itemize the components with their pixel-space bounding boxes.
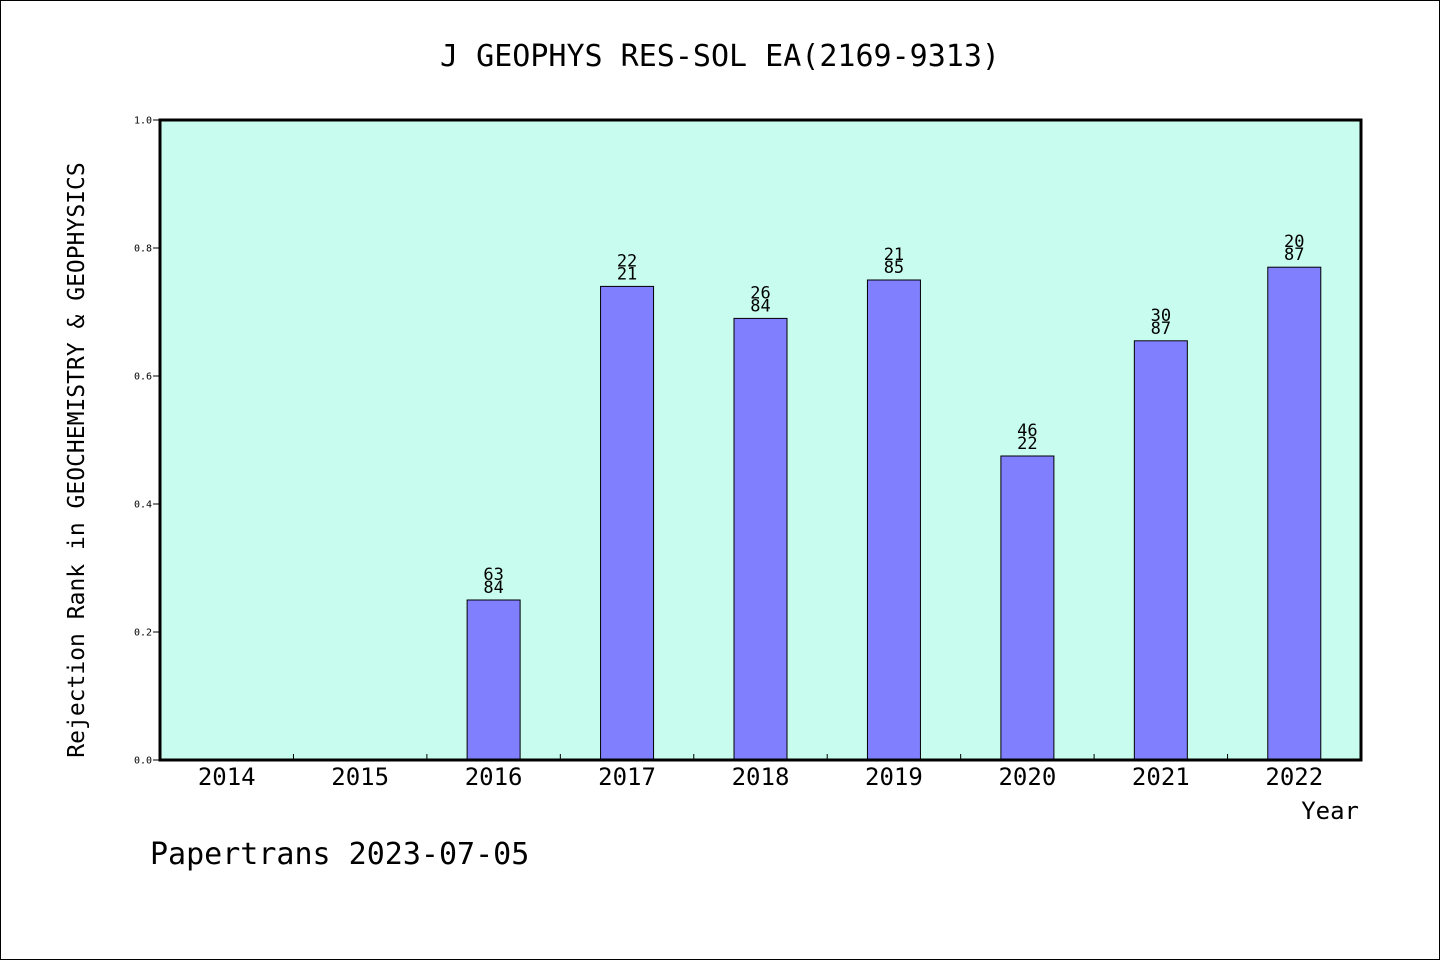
- x-tick-label-2015: 2015: [331, 763, 389, 791]
- data-label-top-2022: 20: [1284, 232, 1304, 252]
- x-tick-label-2020: 2020: [998, 763, 1056, 791]
- x-axis-label: Year: [1301, 797, 1359, 825]
- y-tick-label-4: 0.8: [134, 244, 152, 255]
- bar-2017: [600, 285, 655, 761]
- y-axis: 0.0 0.2 0.4 0.6 0.8 1.0: [134, 116, 160, 767]
- data-label-bottom-2017: 21: [617, 264, 637, 284]
- y-tick-label-3: 0.6: [134, 372, 152, 383]
- data-label-bottom-2022: 87: [1284, 245, 1304, 265]
- y-tick-label-2: 0.4: [134, 500, 152, 511]
- bar-2016: [466, 599, 521, 761]
- data-label-top-2018: 26: [750, 283, 770, 303]
- x-tick-label-2021: 2021: [1132, 763, 1190, 791]
- bar-2022: [1267, 266, 1322, 761]
- bar-2019: [866, 279, 921, 761]
- data-label-top-2020: 46: [1017, 421, 1037, 441]
- x-axis: 2014 2015 2016 2017 2018 2019 2020 2021 2022: [198, 754, 1323, 791]
- data-label-bottom-2021: 87: [1151, 319, 1171, 339]
- data-label-top-2016: 63: [483, 565, 503, 585]
- x-tick-label-2014: 2014: [198, 763, 256, 791]
- plot-border: [158, 118, 1363, 762]
- bar-2018: [733, 317, 788, 761]
- y-tick-label-1: 0.2: [134, 628, 152, 639]
- data-label-top-2021: 30: [1151, 306, 1171, 326]
- x-tick-label-2016: 2016: [465, 763, 523, 791]
- x-tick-label-2019: 2019: [865, 763, 923, 791]
- y-axis-label: Rejection Rank in GEOCHEMISTRY & GEOPHYS…: [64, 162, 90, 757]
- data-label-bottom-2018: 84: [750, 296, 770, 316]
- bar-2021: [1133, 340, 1188, 761]
- x-tick-label-2022: 2022: [1265, 763, 1323, 791]
- data-label-bottom-2016: 84: [483, 578, 503, 598]
- chart-title: J GEOPHYS RES-SOL EA(2169-9313): [440, 39, 1000, 74]
- x-tick-label-2017: 2017: [598, 763, 656, 791]
- bar-2020: [1000, 455, 1055, 761]
- y-tick-label-5: 1.0: [134, 116, 152, 127]
- bars: [466, 266, 1322, 761]
- data-label-top-2017: 22: [617, 251, 637, 271]
- x-tick-label-2018: 2018: [732, 763, 790, 791]
- data-label-bottom-2019: 85: [884, 258, 904, 278]
- data-label-bottom-2020: 22: [1017, 434, 1037, 454]
- y-tick-label-0: 0.0: [134, 756, 152, 767]
- footer-text: Papertrans 2023-07-05: [150, 837, 529, 872]
- data-label-top-2019: 21: [884, 245, 904, 265]
